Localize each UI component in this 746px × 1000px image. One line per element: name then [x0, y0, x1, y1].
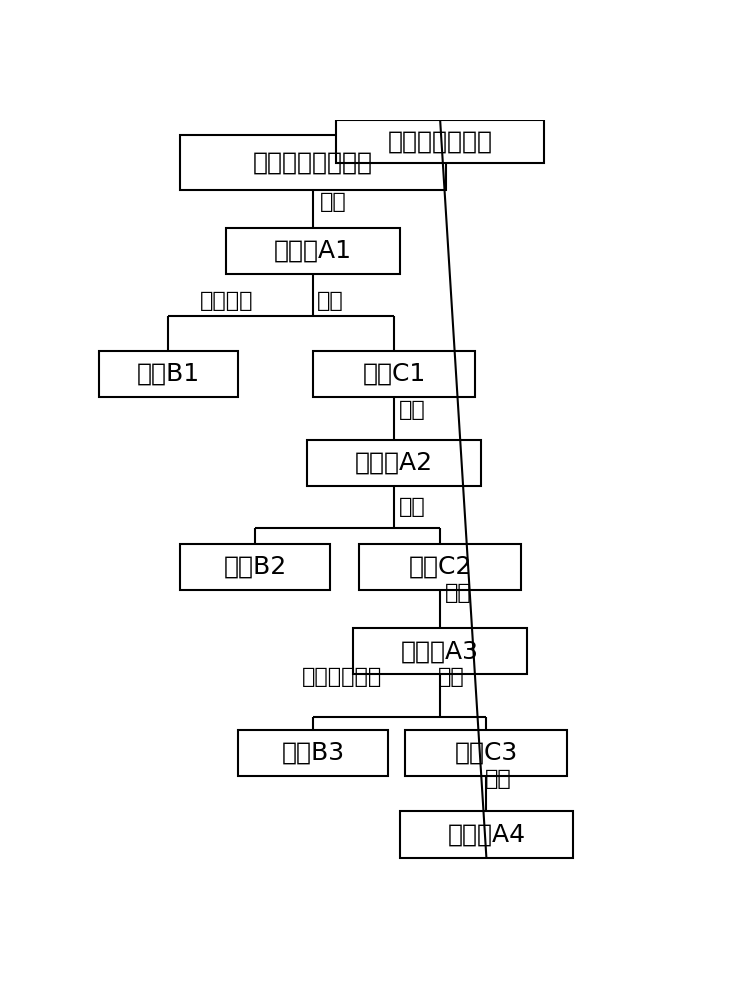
- Text: 蒸馏: 蒸馏: [399, 400, 426, 420]
- Text: 过滤: 过滤: [399, 497, 426, 517]
- Text: 加入醇类溶剂: 加入醇类溶剂: [301, 667, 382, 687]
- Text: 过滤: 过滤: [439, 667, 465, 687]
- Text: 液相C1: 液相C1: [363, 362, 425, 386]
- Bar: [400, 811, 573, 858]
- Bar: [307, 440, 480, 486]
- Text: 磷酸二乙酯钠盐: 磷酸二乙酯钠盐: [388, 130, 492, 154]
- Bar: [99, 351, 238, 397]
- Text: 浓缩物A1: 浓缩物A1: [274, 239, 352, 263]
- Text: 荧光增白剂合成液: 荧光增白剂合成液: [253, 150, 373, 174]
- Text: 液相C2: 液相C2: [409, 555, 471, 579]
- Text: 固相B1: 固相B1: [137, 362, 200, 386]
- Text: 固相B2: 固相B2: [224, 555, 286, 579]
- Bar: [238, 730, 388, 776]
- Bar: [359, 544, 521, 590]
- Bar: [180, 135, 446, 190]
- Text: 加入热水: 加入热水: [199, 291, 253, 311]
- Bar: [406, 730, 568, 776]
- Text: 浓缩物A2: 浓缩物A2: [355, 451, 433, 475]
- Bar: [336, 120, 545, 163]
- Text: 浓缩物A3: 浓缩物A3: [401, 639, 479, 663]
- Text: 过滤: 过滤: [317, 291, 344, 311]
- Text: 蒸馏: 蒸馏: [485, 769, 511, 789]
- Bar: [180, 544, 330, 590]
- Bar: [313, 351, 475, 397]
- Text: 固相B3: 固相B3: [281, 741, 345, 765]
- Bar: [226, 228, 400, 274]
- Text: 液相C3: 液相C3: [455, 741, 518, 765]
- Text: 蒸馏: 蒸馏: [320, 192, 347, 212]
- Bar: [354, 628, 527, 674]
- Text: 浓缩物A4: 浓缩物A4: [448, 823, 525, 847]
- Text: 蒸馏: 蒸馏: [445, 583, 472, 603]
